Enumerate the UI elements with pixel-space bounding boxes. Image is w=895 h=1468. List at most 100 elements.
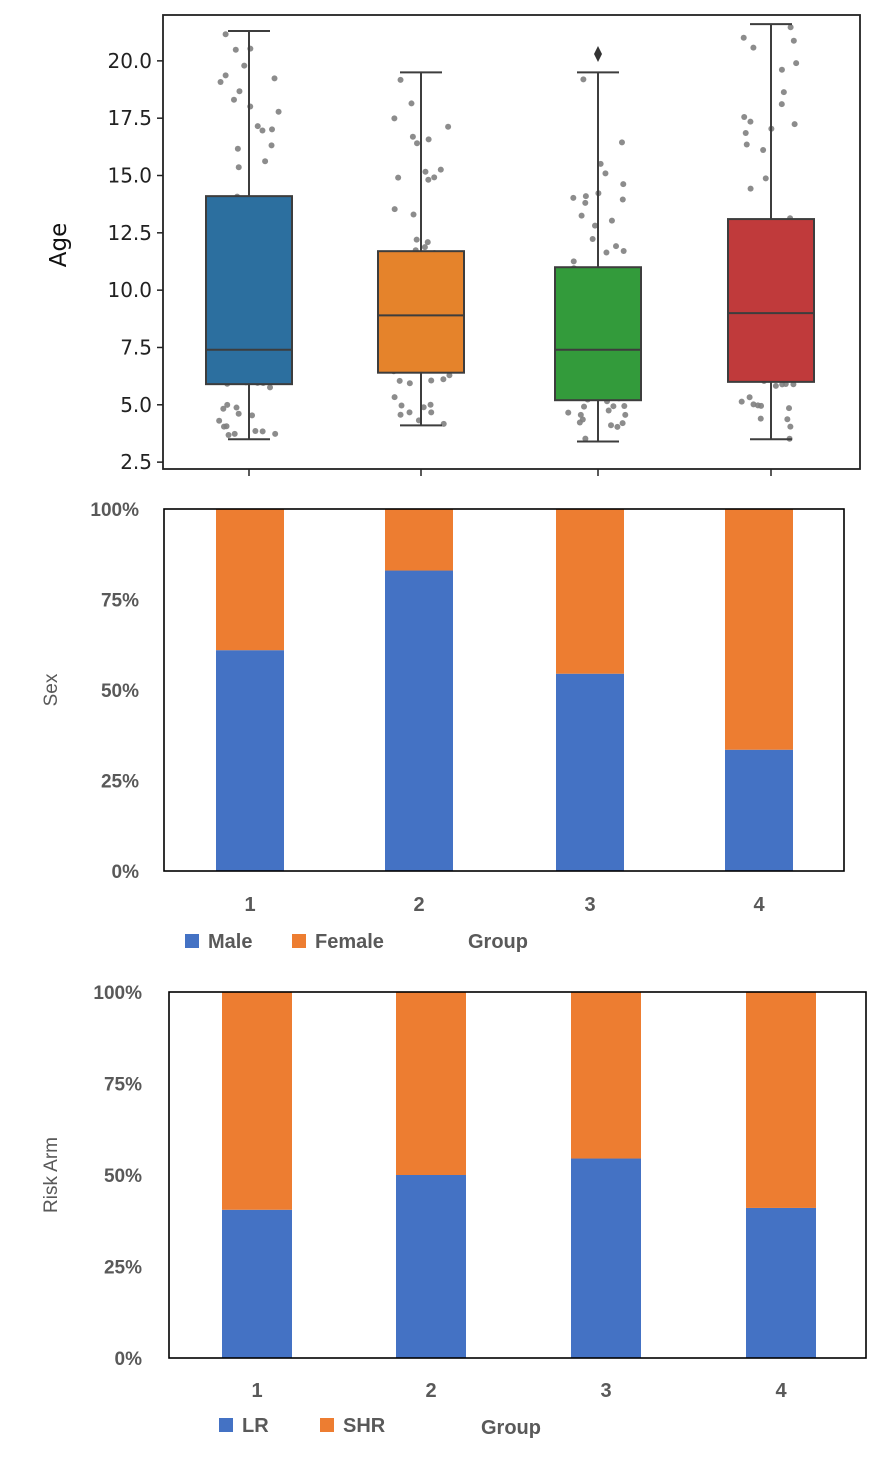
sex-stacked-bar-panel: 0% 25% 50% 75% 100% 1 2 3 4 Sex Male Female Gro…: [41, 500, 845, 953]
jitter-point: [581, 403, 588, 410]
risk-arm-y-tick-label: 0%: [115, 1349, 143, 1370]
jitter-point: [619, 420, 626, 427]
jitter-point: [269, 126, 276, 133]
jitter-point: [410, 211, 417, 218]
jitter-point: [234, 145, 241, 152]
risk-arm-bar-lr-group-2: [396, 1175, 466, 1358]
risk-arm-bar-shr-group-1: [222, 992, 292, 1210]
age-y-tick-label: 7.5: [120, 335, 152, 359]
jitter-point: [406, 409, 413, 416]
jitter-point: [272, 430, 279, 437]
jitter-point: [275, 108, 282, 115]
jitter-point: [565, 409, 572, 416]
jitter-point: [582, 199, 589, 206]
jitter-point: [787, 24, 794, 31]
sex-plot-frame: [163, 508, 845, 872]
jitter-point: [440, 420, 447, 427]
legend-label-male: Male: [208, 931, 252, 953]
sex-bar-male-group-4: [725, 749, 793, 871]
jitter-point: [605, 407, 612, 414]
legend-swatch-lr: [219, 1418, 233, 1432]
box-group-1: [205, 195, 293, 386]
jitter-point: [576, 419, 583, 426]
age-y-tick-label: 5.0: [120, 393, 152, 417]
jitter-point: [620, 248, 627, 255]
jitter-point: [427, 401, 434, 408]
jitter-point: [577, 411, 584, 418]
jitter-point: [262, 158, 269, 165]
jitter-point: [268, 142, 275, 149]
jitter-point: [619, 196, 626, 203]
risk-arm-x-tick-label: 3: [600, 1380, 611, 1402]
jitter-point: [398, 402, 405, 409]
jitter-point: [422, 168, 429, 175]
sex-x-tick-label: 3: [584, 894, 595, 916]
jitter-point: [760, 146, 767, 153]
sex-y-tick-label: 75%: [101, 591, 139, 612]
risk-arm-x-axis: 1 2 3 4: [251, 1380, 787, 1402]
age-y-tick-label: 12.5: [107, 221, 152, 245]
age-y-tick-label: 2.5: [120, 450, 152, 474]
risk-arm-bar-lr-group-1: [222, 1209, 292, 1358]
risk-arm-legend: LR SHR Group: [219, 1415, 541, 1439]
jitter-point: [620, 181, 627, 188]
jitter-point: [220, 405, 227, 412]
jitter-point: [445, 123, 452, 130]
jitter-point: [249, 412, 256, 419]
sex-bar-male-group-1: [216, 650, 284, 871]
jitter-point: [446, 372, 453, 379]
outlier-marker: [594, 45, 602, 62]
jitter-point: [425, 176, 432, 183]
jitter-point: [232, 46, 239, 53]
jitter-point: [743, 141, 750, 148]
risk-arm-plot-frame: [168, 991, 867, 1359]
jitter-point: [787, 423, 794, 430]
jitter-point: [424, 239, 431, 246]
sex-axis-label: Sex: [41, 673, 62, 706]
risk-arm-x-tick-label: 2: [425, 1380, 436, 1402]
jitter-point: [259, 428, 266, 435]
jitter-point: [570, 258, 577, 265]
risk-arm-x-tick-label: 4: [775, 1380, 787, 1402]
jitter-point: [431, 174, 438, 181]
jitter-point: [746, 394, 753, 401]
jitter-point: [428, 409, 435, 416]
age-boxes: [205, 23, 815, 443]
jitter-point: [747, 118, 754, 125]
sex-y-tick-label: 0%: [112, 862, 140, 883]
jitter-point: [570, 194, 577, 201]
legend-swatch-shr: [320, 1418, 334, 1432]
sex-y-tick-label: 100%: [90, 500, 139, 521]
jitter-point: [780, 89, 787, 96]
jitter-point: [230, 96, 237, 103]
jitter-point: [762, 175, 769, 182]
sex-y-tick-label: 50%: [101, 681, 139, 702]
sex-x-axis: 1 2 3 4: [244, 894, 765, 916]
jitter-point: [592, 222, 599, 229]
sex-x-tick-label: 4: [753, 894, 765, 916]
jitter-point: [222, 72, 229, 79]
jitter-point: [254, 123, 261, 130]
age-y-axis: 2.5 5.0 7.5 10.0 12.5 15.0 17.5 20.0: [107, 49, 163, 474]
jitter-point: [406, 380, 413, 387]
risk-arm-y-axis: 0% 25% 50% 75% 100%: [93, 983, 142, 1370]
jitter-point: [271, 75, 278, 82]
legend-swatch-male: [185, 934, 199, 948]
legend-label-shr: SHR: [343, 1415, 386, 1437]
box-group-4: [727, 218, 815, 383]
jitter-point: [622, 411, 629, 418]
jitter-point: [741, 113, 748, 120]
age-plot-frame: [162, 14, 861, 470]
box-group-3: [554, 266, 642, 402]
jitter-point: [397, 76, 404, 83]
jitter-point: [425, 136, 432, 143]
jitter-point: [420, 404, 427, 411]
sex-x-axis-title: Group: [468, 931, 528, 953]
risk-arm-y-tick-label: 25%: [104, 1258, 142, 1279]
jitter-point: [621, 403, 628, 410]
jitter-point: [582, 193, 589, 200]
jitter-point: [589, 235, 596, 242]
age-y-tick-label: 20.0: [107, 49, 152, 73]
age-y-tick-label: 15.0: [107, 164, 152, 188]
